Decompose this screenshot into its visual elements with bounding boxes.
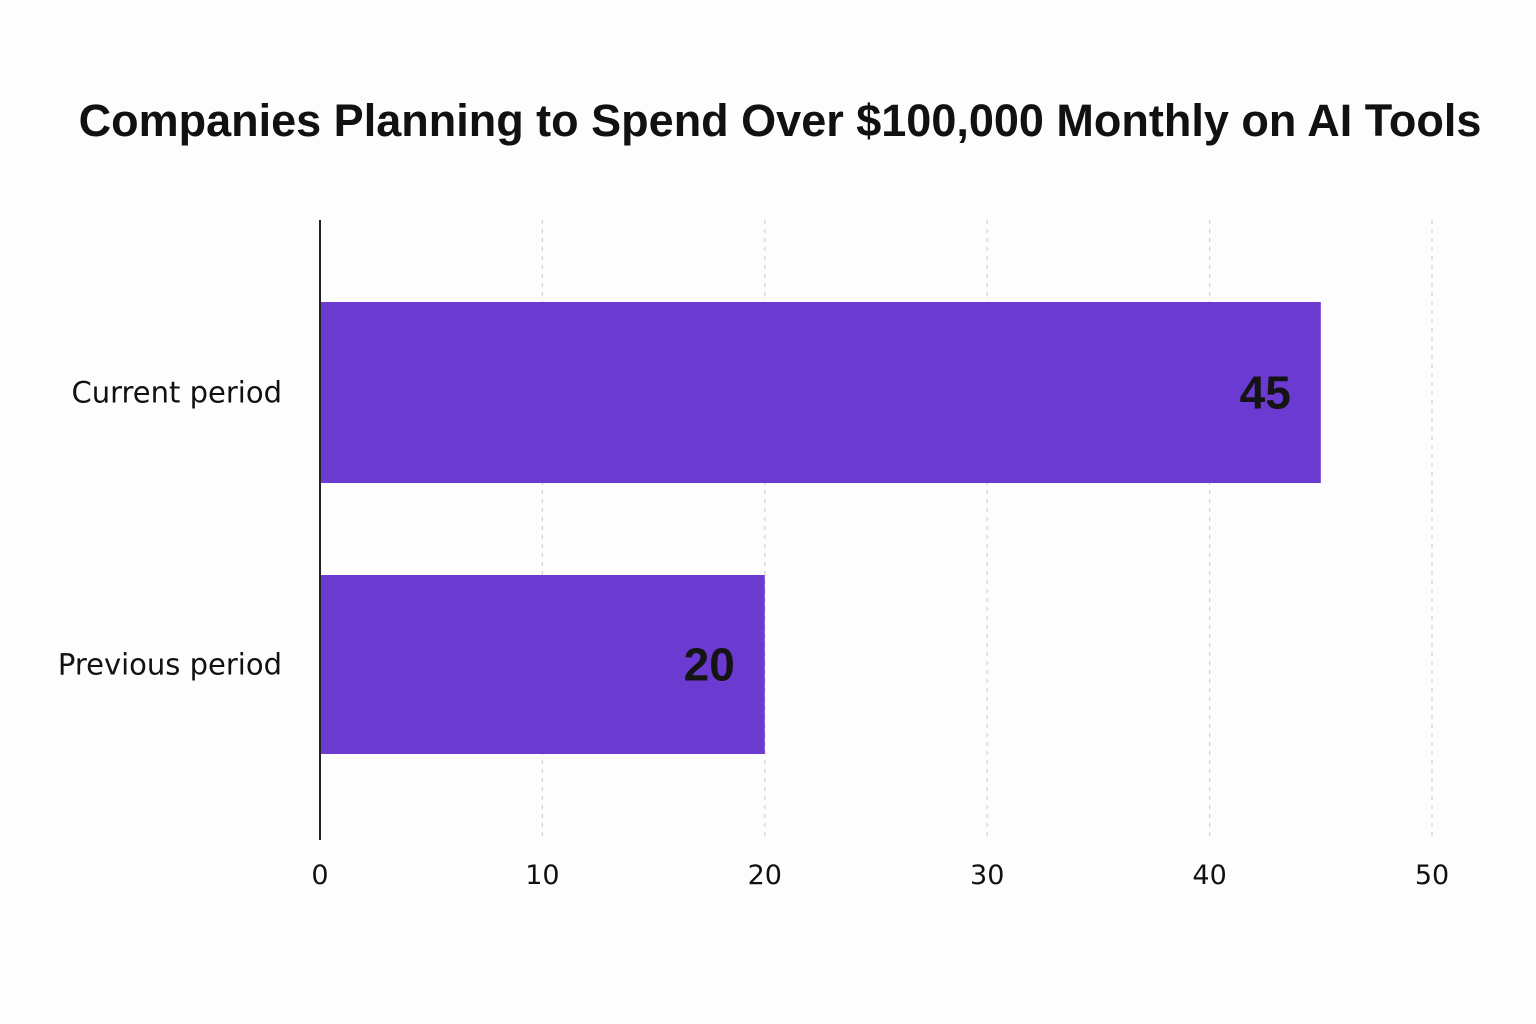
chart-title: Companies Planning to Spend Over $100,00… [79,95,1482,146]
data-label-current-period: 45 [1240,367,1291,419]
x-tick-label-20: 20 [748,860,782,891]
x-tick-label-30: 30 [970,860,1004,891]
category-label-current-period: Current period [71,376,282,410]
x-tick-labels: 0 10 20 30 40 50 [311,860,1449,891]
x-tick-label-50: 50 [1415,860,1449,891]
x-tick-label-10: 10 [525,860,559,891]
bars [320,302,1321,754]
data-labels: 45 20 [684,367,1291,691]
category-label-previous-period: Previous period [58,648,282,682]
category-labels: Current period Previous period [58,376,282,682]
data-label-previous-period: 20 [684,639,735,691]
x-tick-label-40: 40 [1192,860,1226,891]
x-tick-label-0: 0 [311,860,328,891]
bar-current-period [320,302,1321,483]
bar-previous-period [320,575,765,754]
